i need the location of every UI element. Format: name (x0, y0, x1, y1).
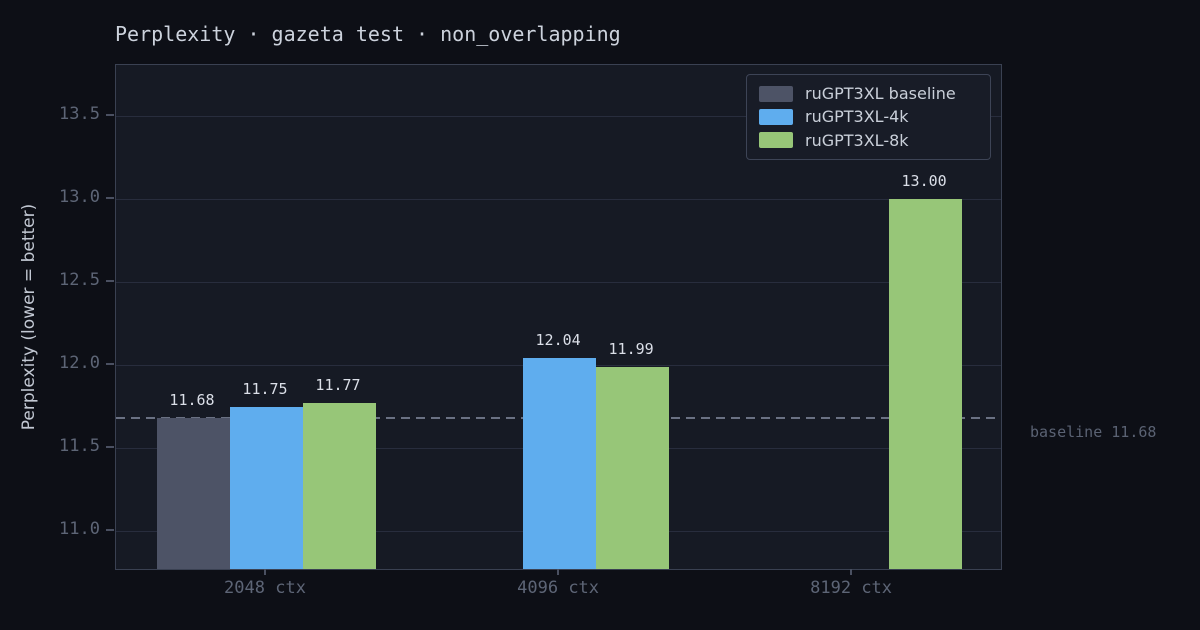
x-tick-mark (557, 569, 560, 575)
y-tick-label: 13.0 (59, 187, 100, 208)
y-tick-label: 12.5 (59, 270, 100, 291)
y-tick-mark (106, 528, 114, 531)
y-tick-label: 11.5 (59, 436, 100, 456)
bar-rugpt3xl-4k-4096-ctx (522, 358, 596, 569)
legend-swatch (759, 132, 793, 149)
bar-value-label: 11.77 (315, 376, 361, 395)
y-tick-mark (106, 446, 114, 448)
bar-value-label: 11.99 (608, 339, 654, 358)
bar-value-label: 11.75 (242, 379, 288, 398)
chart-title: Perplexity · gazeta test · non_overlappi… (115, 22, 621, 46)
legend: ruGPT3XL baseline ruGPT3XL-4k ruGPT3XL-8k (746, 74, 991, 160)
y-tick-mark (106, 114, 114, 117)
x-tick-mark (850, 569, 853, 575)
legend-label: ruGPT3XL baseline (805, 84, 956, 104)
x-tick-label: 2048 ctx (224, 578, 306, 598)
x-tick-label: 8192 ctx (810, 578, 893, 598)
baseline-annotation: baseline 11.68 (1030, 423, 1157, 442)
gridline (116, 282, 1001, 284)
legend-item: ruGPT3XL-4k (759, 107, 978, 126)
bar-value-label: 12.04 (535, 331, 581, 350)
gridline (116, 116, 1001, 118)
bar-rugpt3xl-8k-8192-ctx (888, 199, 962, 569)
bar-value-label: 13.00 (901, 172, 947, 191)
bar-rugpt3xl-4k-2048-ctx (229, 406, 303, 569)
y-tick-label: 12.0 (59, 353, 100, 374)
bar-rugpt3xl-8k-2048-ctx (302, 403, 376, 569)
bar-rugpt3xl-baseline-2048-ctx (156, 418, 230, 569)
y-axis-label: Perplexity (lower = better) (19, 203, 39, 431)
bar-rugpt3xl-8k-4096-ctx (595, 366, 669, 569)
legend-swatch (759, 108, 793, 125)
legend-swatch (759, 85, 793, 102)
y-tick-label: 13.5 (59, 104, 100, 125)
x-tick-label: 4096 ctx (517, 578, 600, 598)
gridline (116, 199, 1001, 201)
y-tick-mark (106, 280, 114, 283)
x-tick-mark (264, 569, 266, 575)
legend-label: ruGPT3XL-4k (805, 107, 909, 127)
legend-item: ruGPT3XL baseline (759, 84, 978, 103)
legend-label: ruGPT3XL-8k (805, 130, 909, 150)
bar-value-label: 11.68 (169, 391, 215, 410)
y-tick-label: 11.0 (59, 518, 100, 539)
y-tick-mark (106, 197, 114, 200)
y-tick-mark (106, 363, 114, 366)
legend-item: ruGPT3XL-8k (759, 131, 978, 150)
